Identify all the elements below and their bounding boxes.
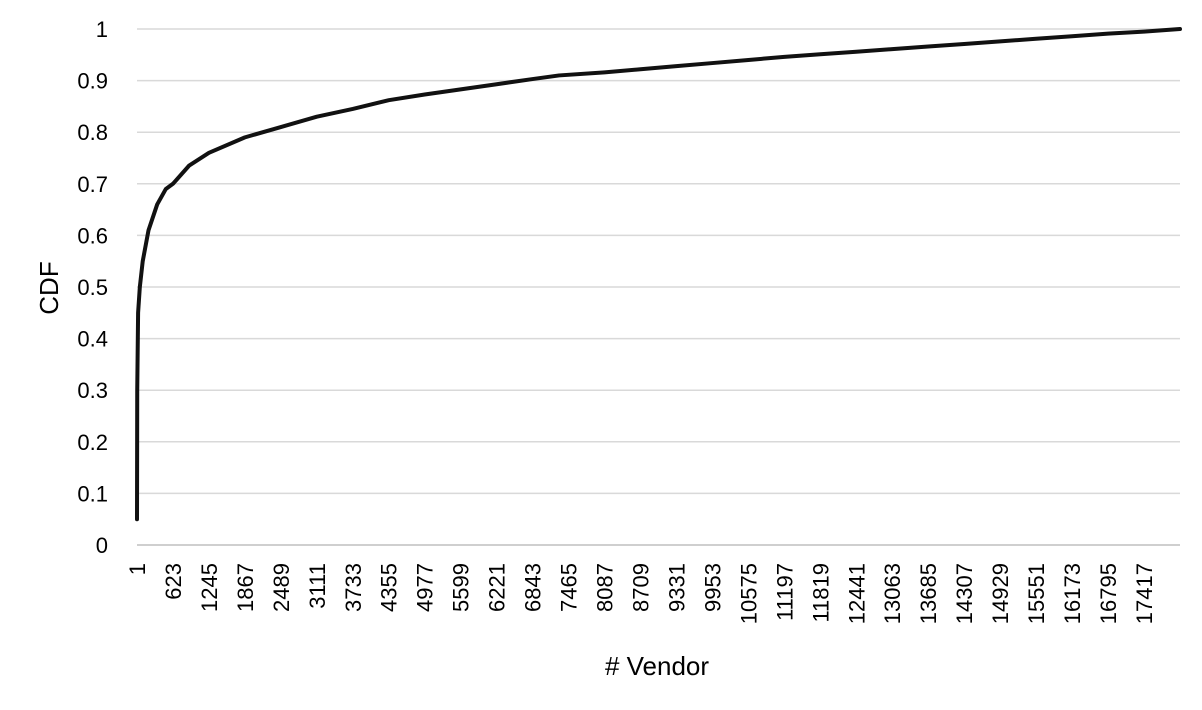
y-axis-tick-labels: 0 0.1 0.2 0.3 0.4 0.5 0.6 0.7 0.8 0.9 1 [77,17,108,558]
x-tick-label: 16795 [1096,563,1121,624]
y-tick-label: 0.2 [77,430,108,455]
x-tick-label: 8709 [628,563,653,612]
x-tick-label: 7465 [557,563,582,612]
x-axis-tick-labels: 1 623 1245 1867 2489 3111 3733 4355 4977 5599 6221… [125,563,1157,624]
y-tick-label: 0.8 [77,120,108,145]
x-tick-label: 17417 [1132,563,1157,624]
x-tick-label: 4355 [377,563,402,612]
x-tick-label: 6221 [485,563,510,612]
x-tick-label: 6843 [521,563,546,612]
x-tick-label: 9331 [664,563,689,612]
x-tick-label: 16173 [1060,563,1085,624]
x-axis-title: # Vendor [605,651,709,681]
y-tick-label: 1 [96,17,108,42]
x-tick-label: 11197 [772,563,797,621]
y-tick-label: 0 [96,533,108,558]
y-tick-label: 0.1 [77,481,108,506]
x-tick-label: 13685 [916,563,941,624]
x-tick-label: 5599 [449,563,474,612]
x-tick-label: 12441 [844,563,869,624]
y-tick-label: 0.5 [77,275,108,300]
x-tick-label: 14307 [952,563,977,624]
x-tick-label: 3111 [305,563,330,609]
y-tick-label: 0.7 [77,172,108,197]
x-tick-label: 10575 [736,563,761,624]
y-tick-label: 0.6 [77,223,108,248]
x-tick-label: 1867 [233,563,258,612]
x-tick-label: 1245 [197,563,222,612]
y-tick-label: 0.4 [77,327,108,352]
x-tick-label: 11819 [808,563,833,623]
y-tick-label: 0.9 [77,69,108,94]
x-tick-label: 1 [125,563,150,575]
x-tick-label: 3733 [341,563,366,612]
cdf-series-line [135,27,1182,522]
x-tick-label: 623 [161,563,186,600]
y-tick-label: 0.3 [77,378,108,403]
y-axis-title: CDF [34,261,64,314]
x-tick-label: 4977 [413,563,438,612]
x-tick-label: 15551 [1024,563,1049,624]
gridlines [137,28,1180,495]
x-tick-label: 8087 [593,563,618,612]
x-tick-label: 13063 [880,563,905,624]
x-tick-label: 9953 [700,563,725,612]
x-tick-label: 2489 [269,563,294,612]
x-tick-label: 14929 [988,563,1013,624]
